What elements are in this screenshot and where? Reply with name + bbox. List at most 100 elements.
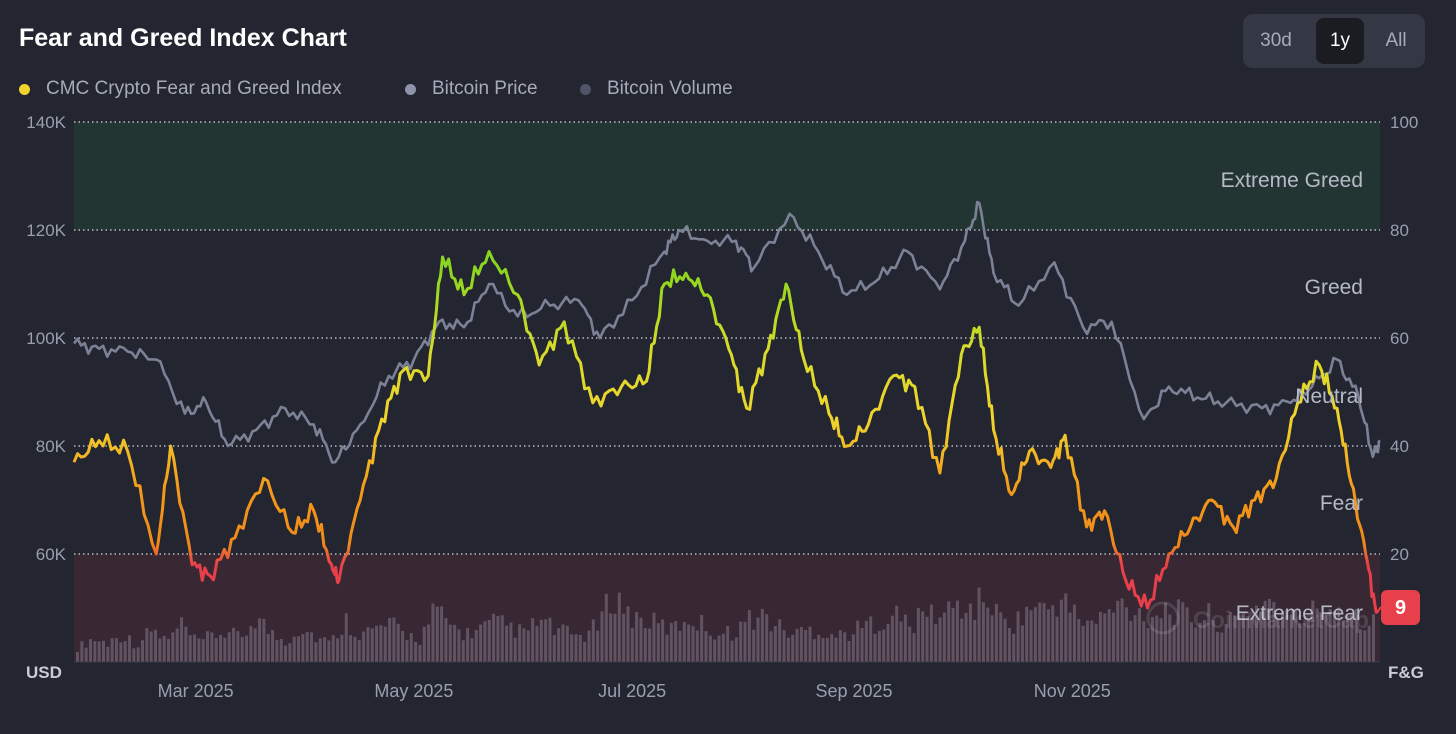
volume-bar [496,615,500,662]
legend-item-bitcoin-price[interactable]: Bitcoin Price [405,78,538,100]
volume-bar [539,619,543,662]
volume-bar [227,632,231,662]
volume-bar [197,638,201,662]
volume-bar [141,640,145,662]
legend-item-fear-greed[interactable]: CMC Crypto Fear and Greed Index [19,78,342,100]
y-left-tick-label: 80K [36,437,67,456]
legend-label-fear-greed: CMC Crypto Fear and Greed Index [46,78,342,99]
range-button-all[interactable]: All [1385,30,1407,51]
volume-bar [578,635,582,662]
volume-bar [236,631,240,662]
y-left-axis-label: USD [26,663,62,682]
y-right-tick-label: 40 [1390,437,1409,456]
volume-bar [600,611,604,662]
volume-bar [1302,622,1306,662]
volume-bar [102,640,106,662]
current-value-text: 9 [1395,597,1406,619]
volume-bar [1332,611,1336,662]
volume-bar [175,628,179,662]
volume-bar [847,640,851,662]
volume-bar [1003,618,1007,662]
volume-bar [895,605,899,662]
volume-bar [1029,610,1033,662]
price-layer [72,200,1381,464]
volume-bar [89,639,93,662]
zone-label-greed: Greed [1305,276,1363,299]
current-value-badge [1381,590,1420,625]
volume-bar [327,640,331,662]
volume-bar [830,634,834,662]
volume-bar [1328,609,1332,662]
volume-bar [916,607,920,662]
volume-bar [708,635,712,662]
volume-bar [1228,612,1232,662]
volume-bar [1042,603,1046,662]
volume-bar [505,625,509,662]
volume-bar [323,637,327,662]
volume-bar [565,625,569,662]
volume-bar [587,630,591,662]
volume-bar [968,603,972,662]
volume-bar [297,636,301,662]
volume-bar [84,647,88,662]
volume-bar [314,642,318,662]
volume-bar [388,618,392,662]
volume-bar [448,624,452,662]
volume-bar [383,626,387,662]
y-left-tick-label: 100K [26,329,66,348]
volume-bar [180,617,184,662]
volume-bar [409,633,413,662]
volume-bar [682,621,686,662]
volume-bar [691,626,695,662]
volume-bar [695,630,699,662]
volume-bar [934,624,938,662]
volume-bar [1129,620,1133,662]
y-right-tick-label: 100 [1390,113,1418,132]
volume-bar [1189,622,1193,662]
volume-bar [1085,620,1089,662]
volume-bar [903,614,907,662]
volume-bar [778,619,782,662]
volume-bar [427,624,431,662]
volume-bar [110,638,114,662]
volume-bar [366,627,370,662]
volume-bar [331,635,335,662]
volume-bar [210,632,214,662]
volume-bar [721,633,725,662]
volume-bar [804,629,808,662]
range-button-1y[interactable]: 1y [1316,18,1364,64]
volume-bar [851,634,855,662]
volume-bar [1224,624,1228,662]
volume-bar [253,628,257,662]
legend-item-bitcoin-volume[interactable]: Bitcoin Volume [580,78,733,100]
volume-bar [1267,598,1271,662]
volume-bar [509,622,513,662]
volume-bar [219,635,223,662]
volume-bar [990,615,994,662]
y-right-tick-label: 80 [1390,221,1409,240]
range-button-30d[interactable]: 30d [1260,30,1292,51]
volume-bar [288,643,292,662]
volume-bar [825,637,829,662]
y-right-tick-label: 20 [1390,545,1409,564]
volume-bar [370,628,374,662]
volume-bar [1345,616,1349,662]
volume-bar [617,592,621,662]
volume-bar [1263,600,1267,662]
volume-bar [145,628,149,662]
volume-bar [97,641,101,662]
x-tick-label: Jul 2025 [598,681,666,701]
watermark-text: CoinMarketCap [1193,607,1369,634]
volume-bar [232,627,236,662]
volume-bar [674,621,678,662]
volume-bar [760,608,764,662]
volume-bar [132,648,136,662]
volume-bar [310,632,314,662]
volume-bar [765,614,769,662]
volume-bar [951,607,955,662]
volume-bar [1233,615,1237,662]
volume-bar [921,611,925,662]
volume-bar [544,619,548,662]
volume-bar [986,607,990,662]
